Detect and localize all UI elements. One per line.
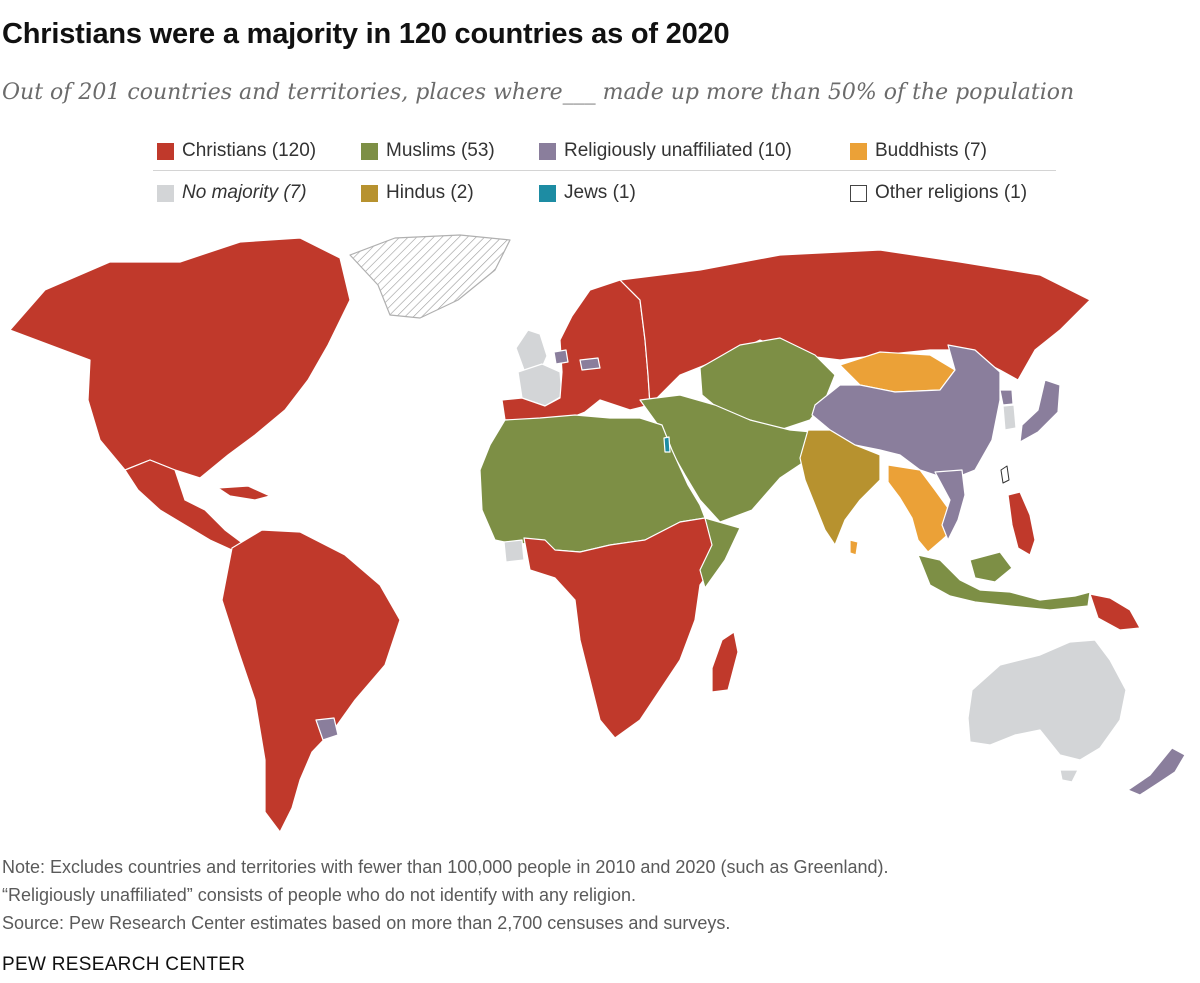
region-papua-new-guinea	[1089, 593, 1141, 631]
note-exclusions: Note: Excludes countries and territories…	[2, 857, 889, 877]
region-netherlands	[553, 349, 569, 365]
footer-brand: PEW RESEARCH CENTER	[2, 954, 246, 975]
region-cote-divoire	[503, 539, 525, 563]
legend-label-christians: Christians (120)	[182, 140, 317, 161]
legend-swatch-no-majority	[157, 184, 174, 202]
region-czech-republic	[579, 357, 601, 371]
legend-swatch-unaffiliated	[539, 142, 556, 160]
region-greenland	[349, 234, 511, 319]
legend-swatch-muslims	[361, 142, 378, 160]
legend-item-unaffiliated: Religiously unaffiliated (10)	[539, 140, 792, 162]
note-unaffiliated-definition: “Religiously unaffiliated” consists of p…	[2, 885, 637, 905]
region-sri-lanka	[849, 539, 859, 556]
region-madagascar	[711, 631, 739, 693]
region-south-america	[221, 529, 401, 833]
legend-item-jews: Jews (1)	[539, 182, 636, 204]
region-india	[799, 429, 881, 546]
note-source: Source: Pew Research Center estimates ba…	[2, 913, 731, 933]
region-somalia	[699, 517, 741, 589]
legend-label-hindus: Hindus (2)	[386, 182, 474, 203]
legend-label-unaffiliated: Religiously unaffiliated (10)	[564, 140, 792, 161]
chart-title: Christians were a majority in 120 countr…	[2, 18, 730, 50]
legend-swatch-jews	[539, 184, 556, 202]
legend-label-muslims: Muslims (53)	[386, 140, 495, 161]
legend-item-hindus: Hindus (2)	[361, 182, 474, 204]
legend-item-no-majority: No majority (7)	[157, 182, 307, 204]
region-north-korea	[999, 389, 1014, 406]
legend-item-muslims: Muslims (53)	[361, 140, 495, 162]
region-japan	[1019, 379, 1061, 443]
legend-swatch-hindus	[361, 184, 378, 202]
legend-item-other: Other religions (1)	[850, 182, 1027, 204]
legend-label-other: Other religions (1)	[875, 182, 1028, 203]
region-taiwan	[1000, 465, 1010, 484]
legend-label-jews: Jews (1)	[564, 182, 636, 203]
region-vietnam	[934, 469, 966, 541]
world-map	[9, 234, 1186, 833]
region-russia	[619, 249, 1091, 406]
region-uruguay	[315, 717, 339, 741]
legend-swatch-buddhists	[850, 142, 867, 160]
region-australia	[967, 639, 1127, 783]
legend-swatch-christians	[157, 142, 174, 160]
region-south-korea	[1002, 404, 1017, 431]
chart-subtitle: Out of 201 countries and territories, pl…	[2, 80, 1075, 105]
legend-divider	[153, 170, 1056, 171]
region-philippines	[1007, 491, 1036, 556]
legend-item-christians: Christians (120)	[157, 140, 316, 162]
legend-label-buddhists: Buddhists (7)	[875, 140, 987, 161]
region-north-america	[9, 237, 351, 479]
legend-label-no-majority: No majority (7)	[182, 182, 307, 203]
region-new-zealand	[1127, 747, 1186, 796]
region-china	[811, 344, 1001, 481]
region-indonesia-malaysia	[917, 551, 1091, 611]
legend-item-buddhists: Buddhists (7)	[850, 140, 987, 162]
legend-swatch-other	[850, 184, 867, 202]
region-sub-saharan-africa	[523, 517, 719, 739]
region-israel	[663, 436, 671, 453]
region-mainland-southeast-asia	[887, 464, 956, 553]
